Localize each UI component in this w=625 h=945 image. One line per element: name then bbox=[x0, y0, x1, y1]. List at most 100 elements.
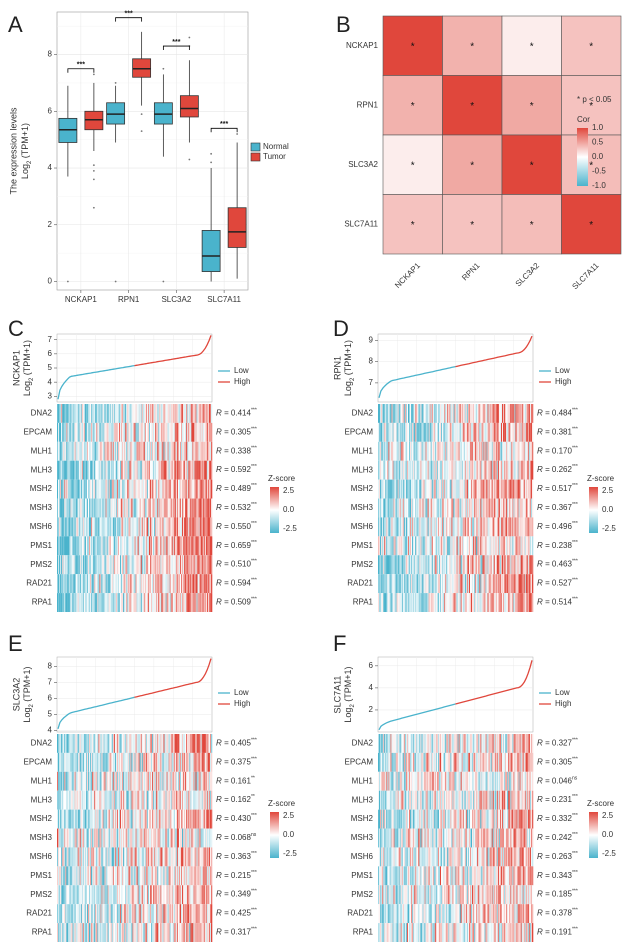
heatmap-stripe bbox=[71, 555, 73, 575]
heatmap-stripe bbox=[522, 479, 524, 499]
heatmap-stripe bbox=[486, 460, 488, 480]
heatmap-stripe bbox=[166, 498, 168, 518]
heatmap-stripe bbox=[452, 460, 454, 480]
heatmap-stripe bbox=[130, 771, 132, 791]
heatmap-stripe bbox=[197, 574, 199, 594]
heatmap-stripe bbox=[203, 574, 206, 594]
heatmap-stripe bbox=[80, 574, 83, 594]
heatmap-stripe bbox=[437, 498, 440, 518]
heatmap-stripe bbox=[203, 441, 206, 461]
heatmap-stripe bbox=[472, 574, 474, 594]
heatmap-stripe bbox=[114, 809, 117, 829]
heatmap-stripe bbox=[129, 809, 131, 829]
heatmap-stripe bbox=[506, 460, 508, 480]
heatmap-stripe bbox=[421, 479, 423, 499]
heatmap-stripe bbox=[485, 517, 487, 537]
heatmap-stripe bbox=[93, 404, 95, 423]
heatmap-stripe bbox=[394, 498, 396, 518]
heatmap-stripe bbox=[429, 404, 431, 423]
heatmap-stripe bbox=[174, 479, 177, 499]
heatmap-stripe bbox=[88, 517, 90, 537]
heatmap-stripe bbox=[409, 593, 411, 612]
heatmap-stripe bbox=[468, 460, 471, 480]
heatmap-stripe bbox=[176, 536, 179, 556]
cell-significance: * bbox=[470, 101, 474, 112]
heatmap-stripe bbox=[125, 422, 127, 442]
heatmap-stripe bbox=[523, 555, 526, 575]
heatmap-stripe bbox=[460, 536, 462, 556]
heatmap-stripe bbox=[89, 441, 91, 461]
heatmap-stripe bbox=[150, 809, 152, 829]
heatmap-stripe bbox=[410, 460, 412, 480]
heatmap-stripe bbox=[513, 422, 515, 442]
heatmap-stripe bbox=[172, 790, 175, 810]
heatmap-stripe bbox=[116, 885, 119, 905]
r-prefix: R = bbox=[537, 598, 552, 607]
heatmap-stripe bbox=[130, 479, 132, 499]
heatmap-stripe bbox=[415, 479, 417, 499]
heatmap-stripe bbox=[210, 517, 213, 537]
heatmap-stripe bbox=[112, 885, 115, 905]
heatmap-stripe bbox=[390, 498, 392, 518]
heatmap-stripe bbox=[521, 441, 523, 461]
heatmap-stripe bbox=[157, 574, 159, 594]
heatmap-stripe bbox=[520, 441, 522, 461]
heatmap-stripe bbox=[168, 498, 170, 518]
heatmap-stripe bbox=[168, 593, 170, 612]
heatmap-stripe bbox=[453, 441, 455, 461]
heatmap-stripe bbox=[60, 809, 62, 829]
heatmap-stripe bbox=[205, 517, 208, 537]
heatmap-stripe bbox=[420, 574, 422, 594]
heatmap-stripe bbox=[144, 809, 147, 829]
heatmap-stripe bbox=[425, 441, 427, 461]
heatmap-stripe bbox=[434, 498, 437, 518]
heatmap-stripe bbox=[76, 536, 78, 556]
heatmap-stripe bbox=[461, 574, 464, 594]
heatmap-stripe bbox=[140, 460, 143, 480]
heatmap-stripe bbox=[378, 479, 380, 499]
heatmap-stripe bbox=[79, 752, 82, 772]
heatmap-stripe bbox=[506, 593, 508, 612]
heatmap-stripe bbox=[210, 593, 213, 612]
heatmap-stripe bbox=[108, 555, 110, 575]
heatmap-stripe bbox=[449, 574, 451, 594]
heatmap-stripe bbox=[80, 771, 83, 791]
heatmap-stripe bbox=[452, 479, 454, 499]
heatmap-stripe bbox=[495, 460, 498, 480]
heatmap-stripe bbox=[463, 593, 466, 612]
heatmap-stripe bbox=[390, 404, 392, 423]
heatmap-stripe bbox=[83, 593, 86, 612]
heatmap-stripe bbox=[385, 498, 387, 518]
row-label: SLC3A2 bbox=[348, 160, 378, 169]
r-significance: *** bbox=[251, 870, 257, 876]
heatmap-stripe bbox=[418, 479, 420, 499]
heatmap-stripe bbox=[510, 536, 512, 556]
heatmap-stripe bbox=[95, 536, 97, 556]
heatmap-stripe bbox=[130, 574, 132, 594]
heatmap-stripe bbox=[131, 790, 133, 810]
heatmap-stripe bbox=[489, 498, 491, 518]
heatmap-stripe bbox=[174, 809, 177, 829]
r-value: 0.550 bbox=[231, 522, 252, 531]
heatmap-stripe bbox=[176, 734, 179, 753]
heatmap-stripe bbox=[58, 536, 60, 556]
heatmap-stripe bbox=[204, 734, 207, 753]
heatmap-stripe bbox=[141, 866, 144, 886]
y-tick-label: 6 bbox=[48, 349, 53, 358]
heatmap-stripe bbox=[432, 441, 435, 461]
heatmap-stripe bbox=[69, 479, 71, 499]
heatmap-stripe bbox=[142, 555, 145, 575]
heatmap-stripe bbox=[447, 441, 449, 461]
heatmap-stripe bbox=[81, 828, 84, 848]
heatmap-stripe bbox=[186, 422, 188, 442]
heatmap-stripe bbox=[112, 828, 115, 848]
heatmap-stripe bbox=[469, 460, 472, 480]
heatmap-stripe bbox=[109, 593, 112, 612]
heatmap-stripe bbox=[392, 460, 394, 480]
heatmap-stripe bbox=[62, 866, 64, 886]
heatmap-stripe bbox=[84, 866, 87, 886]
heatmap-stripe bbox=[112, 517, 115, 537]
heatmap-stripe bbox=[60, 828, 62, 848]
heatmap-stripe bbox=[163, 517, 165, 537]
heatmap-stripe bbox=[98, 847, 100, 867]
